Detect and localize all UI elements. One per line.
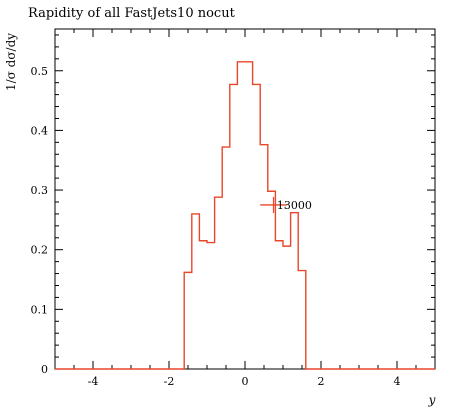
histogram-line-13000 bbox=[55, 61, 435, 370]
legend: 13000 bbox=[260, 196, 312, 213]
plot-border bbox=[54, 28, 436, 370]
histogram-series bbox=[55, 61, 435, 370]
x-tick-label: 2 bbox=[318, 375, 325, 388]
x-tick-label: 4 bbox=[394, 375, 401, 388]
y-tick-label: 0.5 bbox=[31, 65, 49, 78]
y-tick-label: 0.2 bbox=[31, 244, 49, 257]
y-axis-label: 1/σ dσ/dy bbox=[4, 33, 18, 91]
y-tick-label: 0.1 bbox=[31, 303, 49, 316]
x-axis-label: y bbox=[428, 393, 436, 407]
x-tick-label: -4 bbox=[88, 375, 99, 388]
plot-frame bbox=[54, 28, 436, 370]
y-axis-ticks: 0 0.1 0.2 0.3 0.4 0.5 bbox=[31, 34, 435, 376]
y-tick-label: 0.4 bbox=[31, 124, 49, 137]
x-tick-label: -2 bbox=[164, 375, 175, 388]
y-tick-label: 0 bbox=[41, 363, 48, 376]
x-axis-ticks: -4 -2 0 2 4 bbox=[54, 29, 436, 388]
chart-title: Rapidity of all FastJets10 nocut bbox=[28, 6, 236, 21]
x-tick-label: 0 bbox=[242, 375, 249, 388]
legend-label: 13000 bbox=[277, 199, 312, 212]
y-tick-label: 0.3 bbox=[31, 184, 49, 197]
